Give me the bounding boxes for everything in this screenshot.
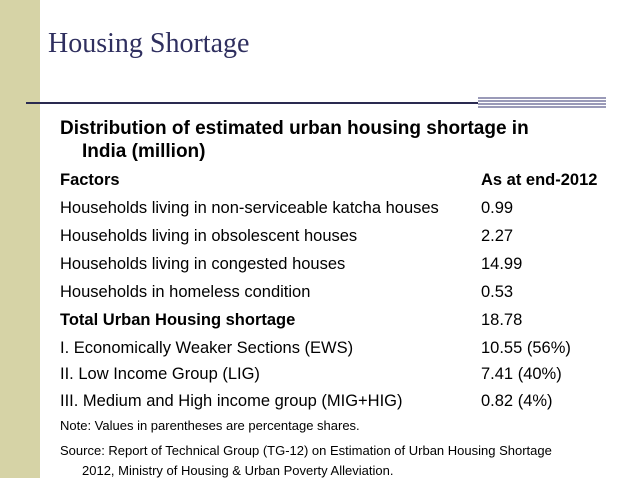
row-value: 2.27 bbox=[481, 227, 514, 245]
footnote: Note: Values in parentheses are percenta… bbox=[60, 418, 360, 433]
row-factor: Total Urban Housing shortage bbox=[60, 311, 296, 329]
title-divider bbox=[26, 102, 606, 104]
column-header-factors: Factors bbox=[60, 171, 120, 189]
row-factor: III. Medium and High income group (MIG+H… bbox=[60, 392, 403, 410]
table-row: II. Low Income Group (LIG) 7.41 (40%) bbox=[60, 365, 620, 389]
table-heading: Distribution of estimated urban housing … bbox=[60, 117, 620, 163]
table-row: III. Medium and High income group (MIG+H… bbox=[60, 392, 620, 416]
table-row: I. Economically Weaker Sections (EWS) 10… bbox=[60, 339, 620, 363]
table-row: Households living in obsolescent houses … bbox=[60, 227, 620, 251]
source-line2: 2012, Ministry of Housing & Urban Povert… bbox=[82, 463, 394, 478]
row-factor: I. Economically Weaker Sections (EWS) bbox=[60, 339, 354, 357]
row-factor: Households living in congested houses bbox=[60, 255, 346, 273]
row-factor: Households in homeless condition bbox=[60, 283, 311, 301]
row-value: 0.82 (4%) bbox=[481, 392, 553, 410]
table-row: Households living in congested houses 14… bbox=[60, 255, 620, 279]
row-value: 7.41 (40%) bbox=[481, 365, 562, 383]
row-factor: Households living in obsolescent houses bbox=[60, 227, 358, 245]
column-header-year: As at end-2012 bbox=[481, 171, 598, 189]
table-header-row: Factors As at end-2012 bbox=[60, 171, 620, 195]
slide-title: Housing Shortage bbox=[48, 28, 250, 59]
source-citation: Source: Report of Technical Group (TG-12… bbox=[60, 441, 630, 481]
table-row-total: Total Urban Housing shortage 18.78 bbox=[60, 311, 620, 335]
title-accent-bar bbox=[478, 97, 606, 109]
row-value: 0.99 bbox=[481, 199, 514, 217]
row-value: 10.55 (56%) bbox=[481, 339, 571, 357]
row-value: 14.99 bbox=[481, 255, 523, 273]
source-line1: Source: Report of Technical Group (TG-12… bbox=[60, 443, 552, 458]
table-heading-line2: India (million) bbox=[82, 141, 206, 162]
left-accent-strip bbox=[0, 0, 40, 478]
table-heading-line1: Distribution of estimated urban housing … bbox=[60, 118, 529, 139]
row-value: 0.53 bbox=[481, 283, 514, 301]
table-row: Households in homeless condition 0.53 bbox=[60, 283, 620, 307]
row-value: 18.78 bbox=[481, 311, 523, 329]
table-row: Households living in non-serviceable kat… bbox=[60, 199, 620, 223]
row-factor: Households living in non-serviceable kat… bbox=[60, 199, 439, 217]
row-factor: II. Low Income Group (LIG) bbox=[60, 365, 260, 383]
